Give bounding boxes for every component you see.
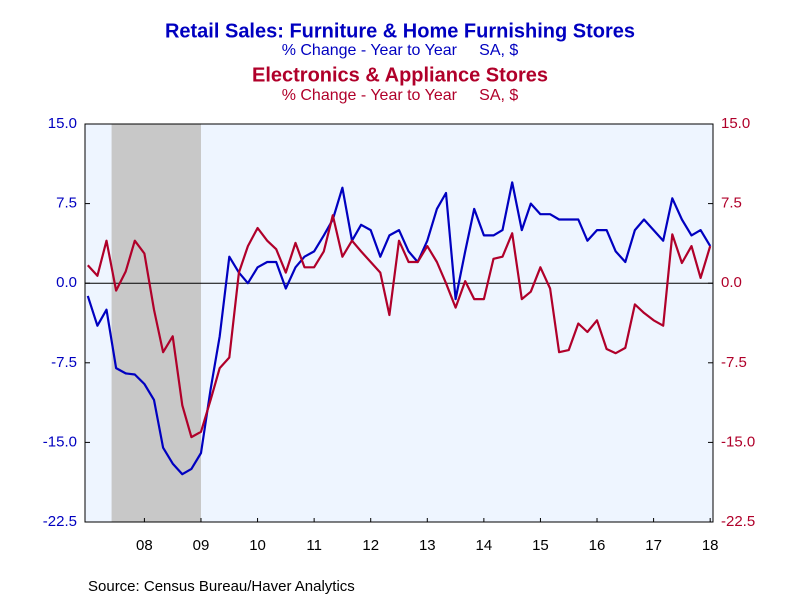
source: Source: Census Bureau/Haver Analytics (88, 578, 355, 595)
x-tick-label: 15 (532, 537, 549, 554)
plot-border (84, 123, 714, 523)
x-tick-label: 17 (645, 537, 662, 554)
y2-tick-label: -22.5 (721, 513, 755, 530)
subtitle: % Change - Year to Year SA, $ (282, 42, 519, 59)
y2-tick-label: 0.0 (721, 274, 742, 291)
y-tick-label: 15.0 (48, 115, 77, 132)
y-tick-label: -22.5 (43, 513, 77, 530)
x-tick-label: 09 (193, 537, 210, 554)
x-tick-label: 18 (702, 537, 719, 554)
y2-tick-label: -15.0 (721, 433, 755, 450)
y2-tick-label: -7.5 (721, 354, 747, 371)
series-line (86, 181, 712, 476)
x-tick-label: 11 (306, 537, 322, 554)
y-tick-label: 7.5 (56, 195, 77, 212)
x-tick-label: 13 (419, 537, 436, 554)
x-tick-label: 16 (589, 537, 606, 554)
y-tick-label: -7.5 (51, 354, 77, 371)
x-tick-label: 10 (249, 537, 266, 554)
x-tick-label: 14 (476, 537, 493, 554)
y-tick-label: 0.0 (56, 274, 77, 291)
subtitle: % Change - Year to Year SA, $ (282, 87, 519, 104)
x-tick-label: 12 (362, 537, 379, 554)
series-line (86, 214, 712, 439)
y2-tick-label: 15.0 (721, 115, 750, 132)
title: Electronics & Appliance Stores (252, 64, 548, 86)
x-tick-label: 08 (136, 537, 153, 554)
y2-tick-label: 7.5 (721, 195, 742, 212)
y-tick-label: -15.0 (43, 433, 77, 450)
title: Retail Sales: Furniture & Home Furnishin… (165, 20, 635, 42)
